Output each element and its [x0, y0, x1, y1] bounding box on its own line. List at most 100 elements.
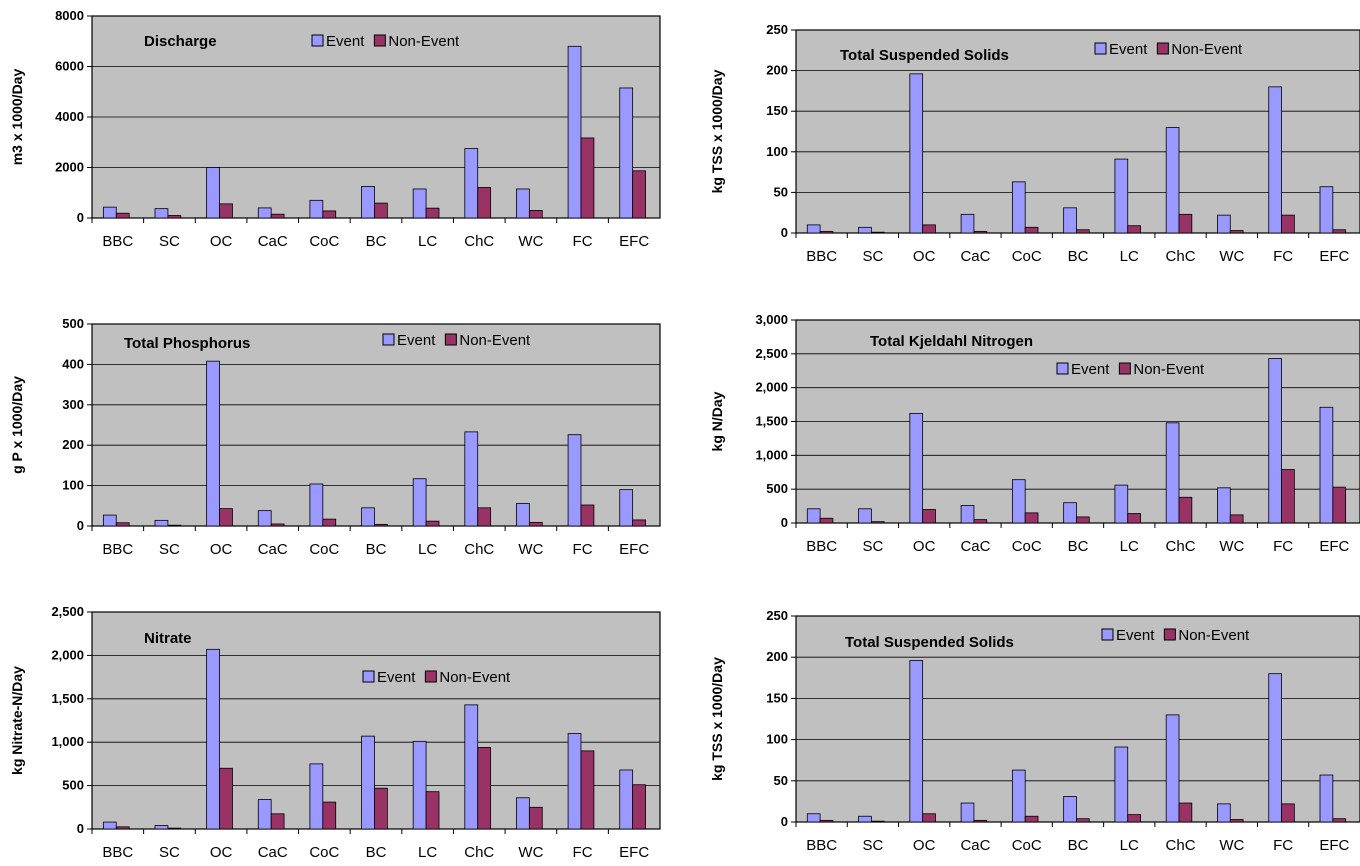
y-axis-label: g P x 1000/Day [9, 376, 25, 474]
y-tick-label: 1,500 [51, 691, 84, 706]
x-tick-label: FC [573, 541, 593, 558]
bar-non-event [819, 517, 834, 524]
bar-non-event [477, 187, 492, 219]
bar-non-event [632, 519, 646, 527]
bar-non-event [219, 203, 233, 219]
bar-non-event [922, 224, 936, 234]
bar-event [619, 87, 634, 219]
bar-non-event [1024, 815, 1039, 823]
bar-non-event [322, 210, 337, 219]
plot-area [91, 323, 661, 527]
x-tick-label: FC [1273, 248, 1293, 265]
x-tick-label: CaC [960, 837, 990, 854]
x-tick-label: OC [210, 541, 233, 558]
y-axis-label: m3 x 1000/Day [9, 69, 25, 166]
y-tick-label: 150 [766, 103, 788, 118]
bar-event [960, 505, 975, 524]
bar-non-event [425, 520, 440, 527]
bar-non-event [322, 801, 337, 830]
y-tick-label: 2,500 [51, 604, 84, 619]
y-tick-label: 200 [766, 649, 788, 664]
bar-non-event [1281, 803, 1295, 823]
bar-event [412, 740, 427, 830]
x-tick-label: EFC [619, 541, 649, 558]
bar-non-event [580, 137, 595, 219]
y-tick-label: 500 [766, 481, 788, 496]
legend: Event Non-Event [1101, 627, 1250, 644]
x-tick-label: SC [159, 233, 180, 250]
x-tick-label: OC [210, 233, 233, 250]
bar-event [909, 73, 924, 234]
y-tick-label: 100 [62, 478, 84, 493]
bar-event [567, 45, 582, 219]
x-tick-label: BBC [102, 844, 133, 861]
bar-event [858, 815, 872, 823]
legend: Event Non-Event [311, 33, 460, 50]
bar-event [1165, 714, 1180, 823]
bar-non-event [1332, 229, 1347, 234]
bar-event [858, 508, 872, 524]
bar-non-event [115, 212, 130, 219]
x-tick-label: OC [210, 844, 233, 861]
legend-label-non-event: Non-Event [1178, 627, 1250, 644]
chart-panel-5: 0 500 1,000 1,500 2,000 2,500 BBC SC OC CaC CoC BC L… [9, 604, 661, 861]
chart-panel-2: 0 50 100 150 200 250 BBC SC OC CaC CoC BC LC ChC WC FC E… [709, 22, 1360, 265]
bar-event [206, 167, 220, 219]
y-tick-label: 0 [77, 821, 84, 836]
legend: Event Non-Event [1056, 361, 1205, 378]
y-tick-label: 100 [766, 144, 788, 159]
bar-event [567, 434, 582, 527]
y-tick-label: 200 [62, 437, 84, 452]
bar-event [619, 489, 634, 527]
x-tick-label: EFC [1319, 837, 1349, 854]
bar-non-event [1332, 818, 1347, 823]
bar-non-event [1127, 814, 1141, 823]
bar-non-event [1076, 516, 1090, 524]
y-tick-label: 2000 [55, 160, 84, 175]
y-tick-label: 8000 [55, 8, 84, 23]
x-tick-label: CaC [258, 844, 288, 861]
y-tick-label: 0 [77, 518, 84, 533]
y-tick-label: 500 [62, 316, 84, 331]
y-tick-label: 300 [62, 397, 84, 412]
legend-label-event: Event [1071, 361, 1110, 378]
y-tick-label: 50 [774, 773, 788, 788]
bar-event [516, 502, 530, 527]
x-tick-label: SC [159, 541, 180, 558]
x-tick-label: FC [1273, 837, 1293, 854]
x-tick-label: WC [1219, 538, 1244, 555]
bar-event [858, 226, 872, 234]
x-tick-label: FC [573, 844, 593, 861]
x-tick-label: FC [573, 233, 593, 250]
x-tick-label: WC [1219, 837, 1244, 854]
legend-swatch-event [1101, 628, 1114, 641]
legend-label-event: Event [1109, 41, 1148, 58]
y-tick-label: 0 [781, 814, 788, 829]
bar-non-event [1178, 496, 1193, 524]
bar-non-event [270, 213, 285, 219]
legend-swatch-non-event [1156, 42, 1169, 55]
bar-non-event [1127, 225, 1141, 234]
bar-non-event [1229, 230, 1244, 234]
x-tick-label: CoC [309, 233, 339, 250]
y-tick-label: 2,000 [51, 647, 84, 662]
x-tick-label: BBC [102, 541, 133, 558]
x-tick-label: BBC [806, 837, 837, 854]
bar-non-event [580, 504, 595, 527]
bar-event [1268, 673, 1282, 823]
x-tick-label: CaC [258, 541, 288, 558]
y-tick-label: 400 [62, 356, 84, 371]
legend-swatch-non-event [424, 670, 437, 683]
y-tick-label: 1,500 [755, 414, 788, 429]
legend-label-event: Event [397, 332, 436, 349]
x-tick-label: BC [1068, 248, 1089, 265]
legend-swatch-non-event [444, 333, 457, 346]
chart-panel-4: 0 500 1,000 1,500 2,000 2,500 3,000 BBC SC OC CaC C… [709, 312, 1360, 555]
bar-event [361, 186, 375, 219]
bar-event [412, 478, 427, 527]
x-tick-label: EFC [1319, 248, 1349, 265]
x-tick-label: CaC [258, 233, 288, 250]
legend-swatch-non-event [373, 34, 386, 47]
bar-event [361, 507, 375, 527]
